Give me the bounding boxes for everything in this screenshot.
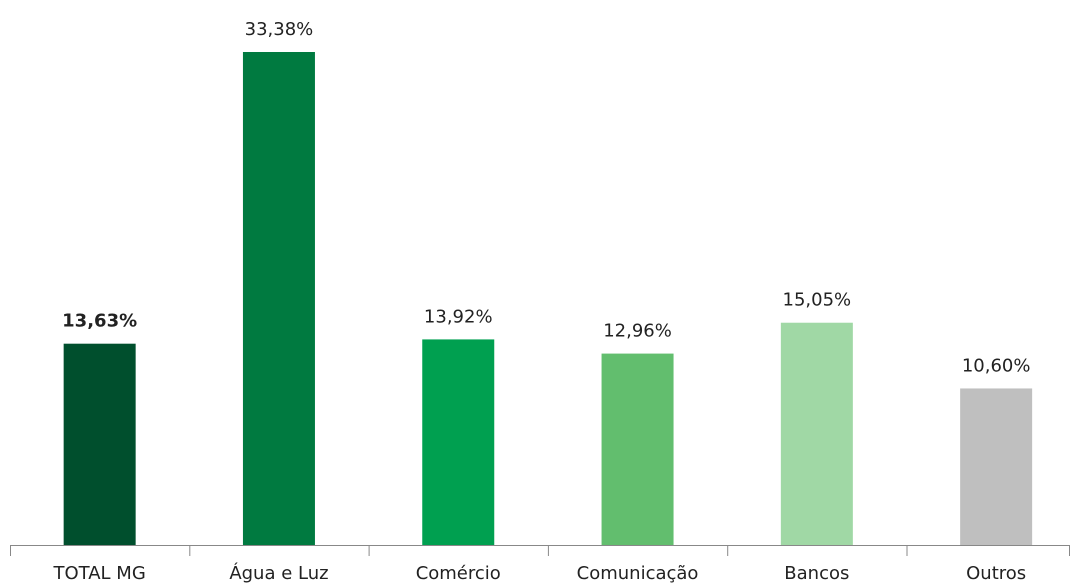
- x-tick-label: TOTAL MG: [52, 563, 145, 584]
- value-label: 15,05%: [783, 290, 852, 311]
- bar: [601, 353, 674, 545]
- value-label: 10,60%: [962, 355, 1031, 376]
- value-label: 33,38%: [245, 19, 314, 40]
- bar: [780, 322, 853, 545]
- x-tick-label: Outros: [966, 563, 1026, 584]
- value-label: 13,63%: [62, 311, 137, 332]
- bar: [960, 388, 1033, 545]
- value-label: 13,92%: [424, 306, 493, 327]
- bar: [63, 343, 136, 545]
- x-tick-label: Bancos: [784, 563, 849, 584]
- x-tick-label: Água e Luz: [229, 562, 328, 584]
- x-tick-label: Comércio: [416, 563, 501, 584]
- value-label: 12,96%: [603, 321, 672, 342]
- x-tick-label: Comunicação: [577, 563, 699, 584]
- bar: [242, 52, 315, 545]
- bar: [422, 339, 495, 545]
